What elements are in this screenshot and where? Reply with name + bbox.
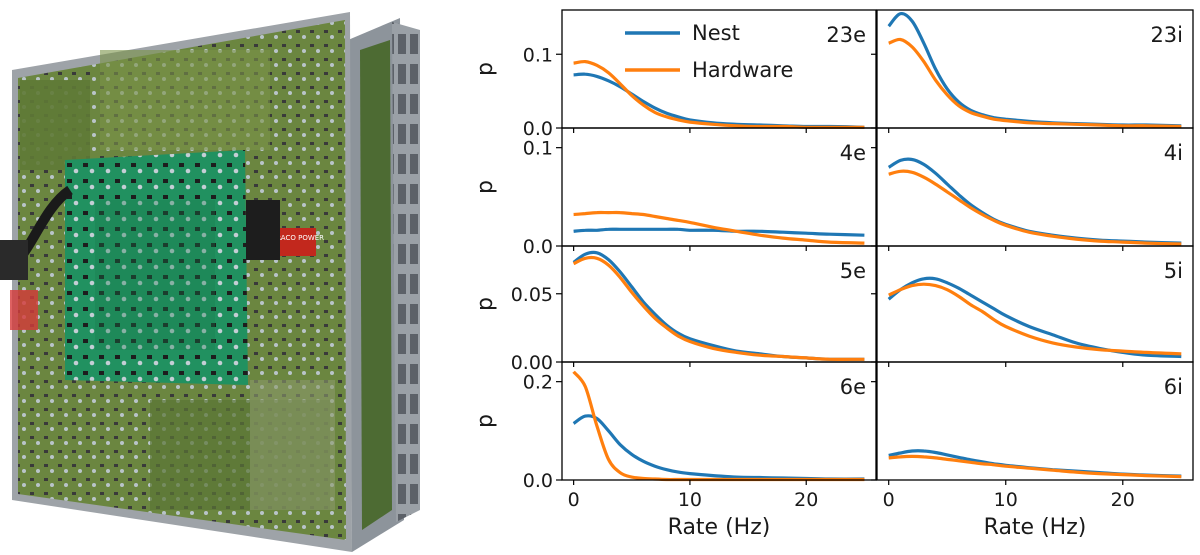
series-line-hardware-5e (572, 255, 865, 361)
panel-frame-6e (561, 361, 877, 481)
panel-5i (871, 245, 1194, 367)
panel-6e (556, 361, 877, 485)
series-line-hardware-5i (888, 282, 1182, 356)
ytick-label-6e-0: 0.0 (523, 470, 553, 492)
connector-strip (392, 22, 420, 522)
series-line-nest-4e (573, 227, 865, 237)
panel-4e (556, 127, 877, 251)
ylabel-row-1: p (473, 180, 498, 194)
panel-frame-5e (561, 245, 877, 363)
series-line-nest-5e (572, 250, 865, 361)
series-line-nest-6i (888, 449, 1182, 478)
panel-23i (871, 9, 1194, 133)
xtick-label-6i-2: 20 (1111, 489, 1135, 511)
panel-frame-6i (876, 361, 1194, 481)
panel-frame-23i (876, 9, 1194, 129)
xtick-label-6e-0: 0 (568, 489, 580, 511)
panel-6i (871, 361, 1194, 485)
series-line-hardware-6e (572, 370, 865, 482)
xtick-label-6e-1: 10 (678, 489, 702, 511)
xtick-label-6i-1: 10 (994, 489, 1018, 511)
ylabel-row-2: p (473, 297, 498, 311)
series-line-hardware-6i (888, 454, 1182, 479)
panel-label-6e: 6e (840, 375, 866, 399)
panel-label-4i: 4i (1164, 141, 1183, 165)
panel-label-5i: 5i (1164, 259, 1183, 283)
legend: Nest Hardware (625, 21, 793, 82)
ylabel-row-0: p (473, 62, 498, 76)
series-line-hardware-4e (573, 210, 865, 245)
ytick-label-23e-1: 0.1 (523, 44, 553, 66)
xtick-label-6i-0: 0 (883, 489, 895, 511)
ylabel-row-3: p (473, 414, 498, 428)
hardware-photo: TRACO POWER (0, 12, 420, 552)
xtick-label-6e-2: 20 (794, 489, 818, 511)
series-line-nest-23i (887, 11, 1182, 128)
panel-label-6i: 6i (1164, 375, 1183, 399)
series-line-hardware-4i (888, 169, 1182, 246)
panel-5e (556, 245, 877, 367)
series-line-nest-4i (887, 157, 1182, 245)
xlabel-col-0: Rate (Hz) (668, 515, 771, 540)
series-line-hardware-23i (888, 37, 1182, 129)
panel-label-4e: 4e (840, 141, 866, 165)
ytick-label-4e-1: 0.1 (523, 138, 553, 160)
panel-label-23e: 23e (826, 23, 866, 47)
panel-label-5e: 5e (840, 259, 866, 283)
side-board (360, 40, 392, 530)
cable-clamp (0, 240, 28, 280)
ytick-label-23e-0: 0.0 (523, 118, 553, 140)
panel-23e (556, 9, 877, 133)
main-board (65, 150, 248, 385)
power-module (280, 228, 316, 256)
ytick-label-5e-0: 0.00 (511, 352, 553, 374)
pcb-section-topleft (20, 80, 90, 170)
panel-frame-4i (876, 127, 1194, 247)
label-sticker (10, 290, 38, 330)
legend-label-hardware: Hardware (692, 58, 793, 82)
pcb-section-top (100, 50, 270, 150)
pcb-section-bottom-right (250, 380, 335, 510)
main-board-inner (95, 200, 215, 350)
panel-frame-5i (876, 245, 1194, 363)
xlabel-col-1: Rate (Hz) (984, 515, 1087, 540)
series-line-nest-5i (887, 276, 1182, 359)
ytick-label-4e-0: 0.0 (523, 236, 553, 258)
ytick-label-5e-1: 0.05 (511, 284, 553, 306)
legend-label-nest: Nest (692, 21, 740, 45)
ytick-label-6e-1: 0.2 (523, 372, 553, 394)
panel-label-23i: 23i (1150, 23, 1183, 47)
heatsink (246, 200, 280, 260)
series-line-hardware-23e (573, 59, 865, 129)
panel-4i (871, 127, 1194, 251)
power-module-label: TRACO POWER (271, 234, 324, 242)
